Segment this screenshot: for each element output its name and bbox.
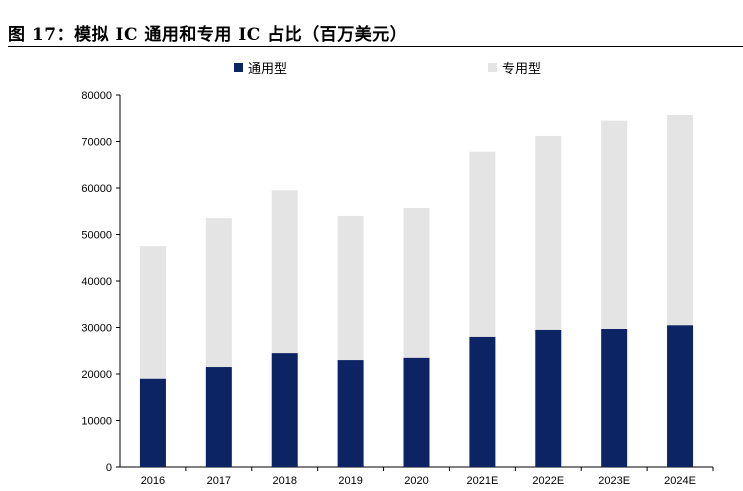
bar-segment-general xyxy=(601,328,628,467)
x-tick-label: 2022E xyxy=(532,475,564,487)
bar-segment-general xyxy=(139,378,166,467)
figure-title: 图 17：模拟 IC 通用和专用 IC 占比（百万美元） xyxy=(8,25,408,45)
bar-segment-general xyxy=(271,353,298,467)
y-tick-label: 70000 xyxy=(81,137,112,149)
bar-segment-special xyxy=(601,120,628,329)
bar-segment-general xyxy=(535,329,562,467)
bar-segment-special xyxy=(337,215,364,361)
x-tick-label: 2016 xyxy=(141,475,165,487)
y-tick-label: 30000 xyxy=(81,323,112,335)
bar-segment-special xyxy=(667,114,694,326)
x-tick-label: 2021E xyxy=(466,475,498,487)
x-tick-label: 2024E xyxy=(664,475,696,487)
x-tick-label: 2018 xyxy=(272,475,296,487)
bar-segment-general xyxy=(403,357,430,467)
legend-label-general: 通用型 xyxy=(248,62,288,77)
y-tick-label: 50000 xyxy=(81,230,112,242)
y-tick-label: 10000 xyxy=(81,416,112,428)
bar-segment-general xyxy=(205,367,232,467)
title-divider xyxy=(8,46,743,47)
y-tick-label: 0 xyxy=(106,462,112,474)
legend-swatch-general xyxy=(234,63,243,72)
y-tick-label: 60000 xyxy=(81,183,112,195)
bar-segment-special xyxy=(469,151,496,337)
bar-segment-special xyxy=(205,218,232,368)
legend-label-special: 专用型 xyxy=(502,62,542,77)
bar-segment-special xyxy=(139,246,166,379)
legend-item-general: 通用型 xyxy=(234,58,287,77)
bar-segment-general xyxy=(469,336,496,467)
x-tick-label: 2023E xyxy=(598,475,630,487)
y-tick-label: 40000 xyxy=(81,276,112,288)
bar-segment-special xyxy=(535,135,562,330)
bar-segment-general xyxy=(667,325,694,467)
legend-swatch-special xyxy=(488,63,497,72)
x-tick-label: 2020 xyxy=(404,475,428,487)
x-tick-label: 2019 xyxy=(338,475,362,487)
y-tick-label: 20000 xyxy=(81,369,112,381)
bar-segment-general xyxy=(337,360,364,467)
legend-item-special: 专用型 xyxy=(488,58,541,77)
x-tick-label: 2017 xyxy=(207,475,231,487)
bar-segment-special xyxy=(271,190,298,354)
bar-segment-special xyxy=(403,207,430,358)
y-tick-label: 80000 xyxy=(81,90,112,102)
